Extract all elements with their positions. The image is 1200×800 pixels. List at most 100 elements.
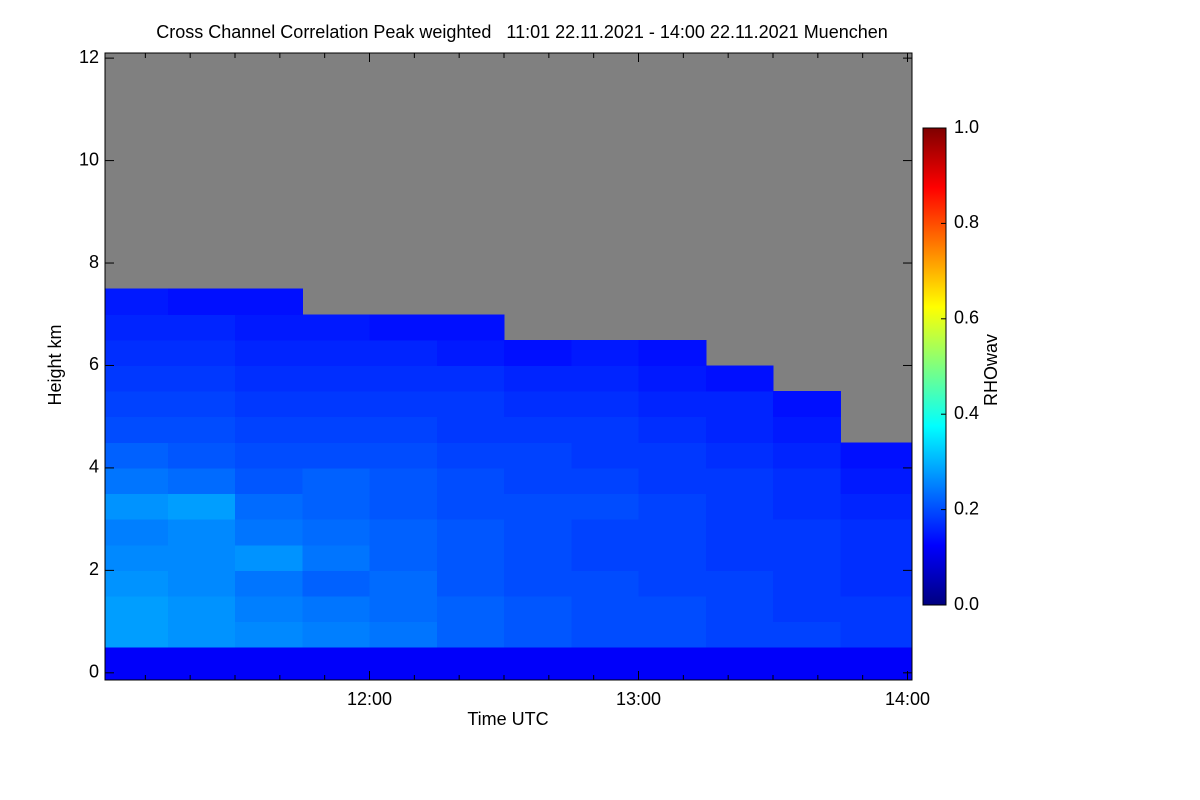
- heatmap-cell: [167, 365, 236, 392]
- heatmap-cell: [638, 570, 707, 597]
- heatmap-cell: [504, 442, 572, 469]
- colorbar-tick-label: 0.8: [954, 212, 979, 232]
- heatmap-cell: [571, 365, 640, 392]
- heatmap-cell: [167, 442, 236, 469]
- heatmap-cell: [302, 314, 371, 341]
- heatmap-cell: [571, 519, 640, 546]
- heatmap-cell: [705, 544, 774, 571]
- colorbar-label: RHOwav: [981, 334, 1001, 406]
- heatmap-cell: [705, 391, 774, 418]
- heatmap-cell: [167, 595, 236, 623]
- heatmap-cell: [840, 621, 913, 648]
- y-tick-label: 2: [89, 559, 99, 579]
- heatmap-cell: [369, 595, 438, 623]
- heatmap-cell: [369, 314, 438, 341]
- heatmap-cell: [167, 339, 236, 366]
- heatmap-cell: [302, 544, 371, 571]
- colorbar-tick-label: 0.2: [954, 498, 979, 518]
- heatmap-cell: [167, 544, 236, 571]
- heatmap-cell: [167, 647, 236, 681]
- heatmap-cell: [840, 544, 913, 571]
- heatmap-cell: [773, 544, 841, 571]
- heatmap-cell: [235, 339, 303, 366]
- heatmap-cell: [105, 416, 169, 443]
- x-axis-label: Time UTC: [467, 709, 548, 729]
- heatmap-cell: [105, 519, 169, 546]
- heatmap-cell: [571, 544, 640, 571]
- heatmap-cell: [840, 467, 913, 495]
- heatmap-cell: [840, 570, 913, 597]
- y-tick-label: 10: [79, 149, 99, 169]
- heatmap-cell: [167, 493, 236, 520]
- heatmap-cell: [105, 365, 169, 392]
- y-tick-label: 6: [89, 354, 99, 374]
- heatmap-cell: [571, 442, 640, 469]
- heatmap-cell: [235, 519, 303, 546]
- heatmap-cell: [773, 493, 841, 520]
- colorbar-tick-label: 0.4: [954, 403, 979, 423]
- heatmap-cell: [302, 493, 371, 520]
- heatmap-cell: [638, 519, 707, 546]
- heatmap-cell: [638, 621, 707, 648]
- heatmap-cell: [504, 621, 572, 648]
- heatmap-cell: [369, 339, 438, 366]
- heatmap-cell: [436, 442, 505, 469]
- heatmap-cell: [705, 647, 774, 681]
- heatmap-cell: [235, 493, 303, 520]
- heatmap-cell: [638, 595, 707, 623]
- heatmap-cell: [705, 519, 774, 546]
- heatmap-cell: [369, 416, 438, 443]
- heatmap-cell: [436, 365, 505, 392]
- heatmap-cell: [571, 621, 640, 648]
- colorbar: [922, 127, 947, 606]
- heatmap-cell: [773, 467, 841, 495]
- heatmap-cell: [167, 570, 236, 597]
- heatmap-cell: [840, 442, 913, 469]
- heatmap-cell: [504, 595, 572, 623]
- heatmap-cell: [235, 544, 303, 571]
- heatmap-cell: [840, 519, 913, 546]
- colorbar-tick-label: 0.6: [954, 308, 979, 328]
- heatmap-cell: [369, 544, 438, 571]
- heatmap-cell: [105, 314, 169, 341]
- heatmap-cell: [436, 595, 505, 623]
- heatmap-cell: [105, 391, 169, 418]
- heatmap-cell: [840, 647, 913, 681]
- heatmap-cell: [436, 493, 505, 520]
- heatmap-cell: [105, 467, 169, 495]
- heatmap-cell: [571, 416, 640, 443]
- y-axis-label: Height km: [45, 324, 65, 405]
- heatmap-cell: [302, 570, 371, 597]
- heatmap-cell: [436, 544, 505, 571]
- heatmap-cell: [302, 647, 371, 681]
- heatmap-cell: [504, 339, 572, 366]
- heatmap-cell: [773, 647, 841, 681]
- heatmap-cell: [436, 519, 505, 546]
- heatmap-cell: [105, 288, 169, 315]
- heatmap-cell: [571, 391, 640, 418]
- axes: 0 2 4 6 8 10 12 12:00 13:00 14:00 0.0 0.2 0.4 0.6 0.8 1…: [79, 47, 979, 709]
- heatmap-cell: [571, 339, 640, 366]
- colorbar-tick-label: 0.0: [954, 594, 979, 614]
- heatmap-cell: [773, 621, 841, 648]
- heatmap-cell: [105, 647, 169, 681]
- heatmap-cell: [369, 493, 438, 520]
- heatmap-cell: [773, 570, 841, 597]
- heatmap-cell: [235, 442, 303, 469]
- heatmap-cell: [773, 595, 841, 623]
- heatmap-cell: [167, 288, 236, 315]
- heatmap-cell: [369, 519, 438, 546]
- heatmap-cell: [504, 493, 572, 520]
- heatmap-cell: [705, 570, 774, 597]
- colorbar-tick-label: 1.0: [954, 117, 979, 137]
- heatmap-cell: [638, 391, 707, 418]
- heatmap-cell: [705, 467, 774, 495]
- x-tick-label: 14:00: [885, 689, 930, 709]
- heatmap-cell: [773, 442, 841, 469]
- heatmap-cell: [302, 442, 371, 469]
- heatmap-cell: [369, 442, 438, 469]
- heatmap-cell: [302, 339, 371, 366]
- heatmap-cell: [504, 647, 572, 681]
- heatmap: [105, 288, 913, 681]
